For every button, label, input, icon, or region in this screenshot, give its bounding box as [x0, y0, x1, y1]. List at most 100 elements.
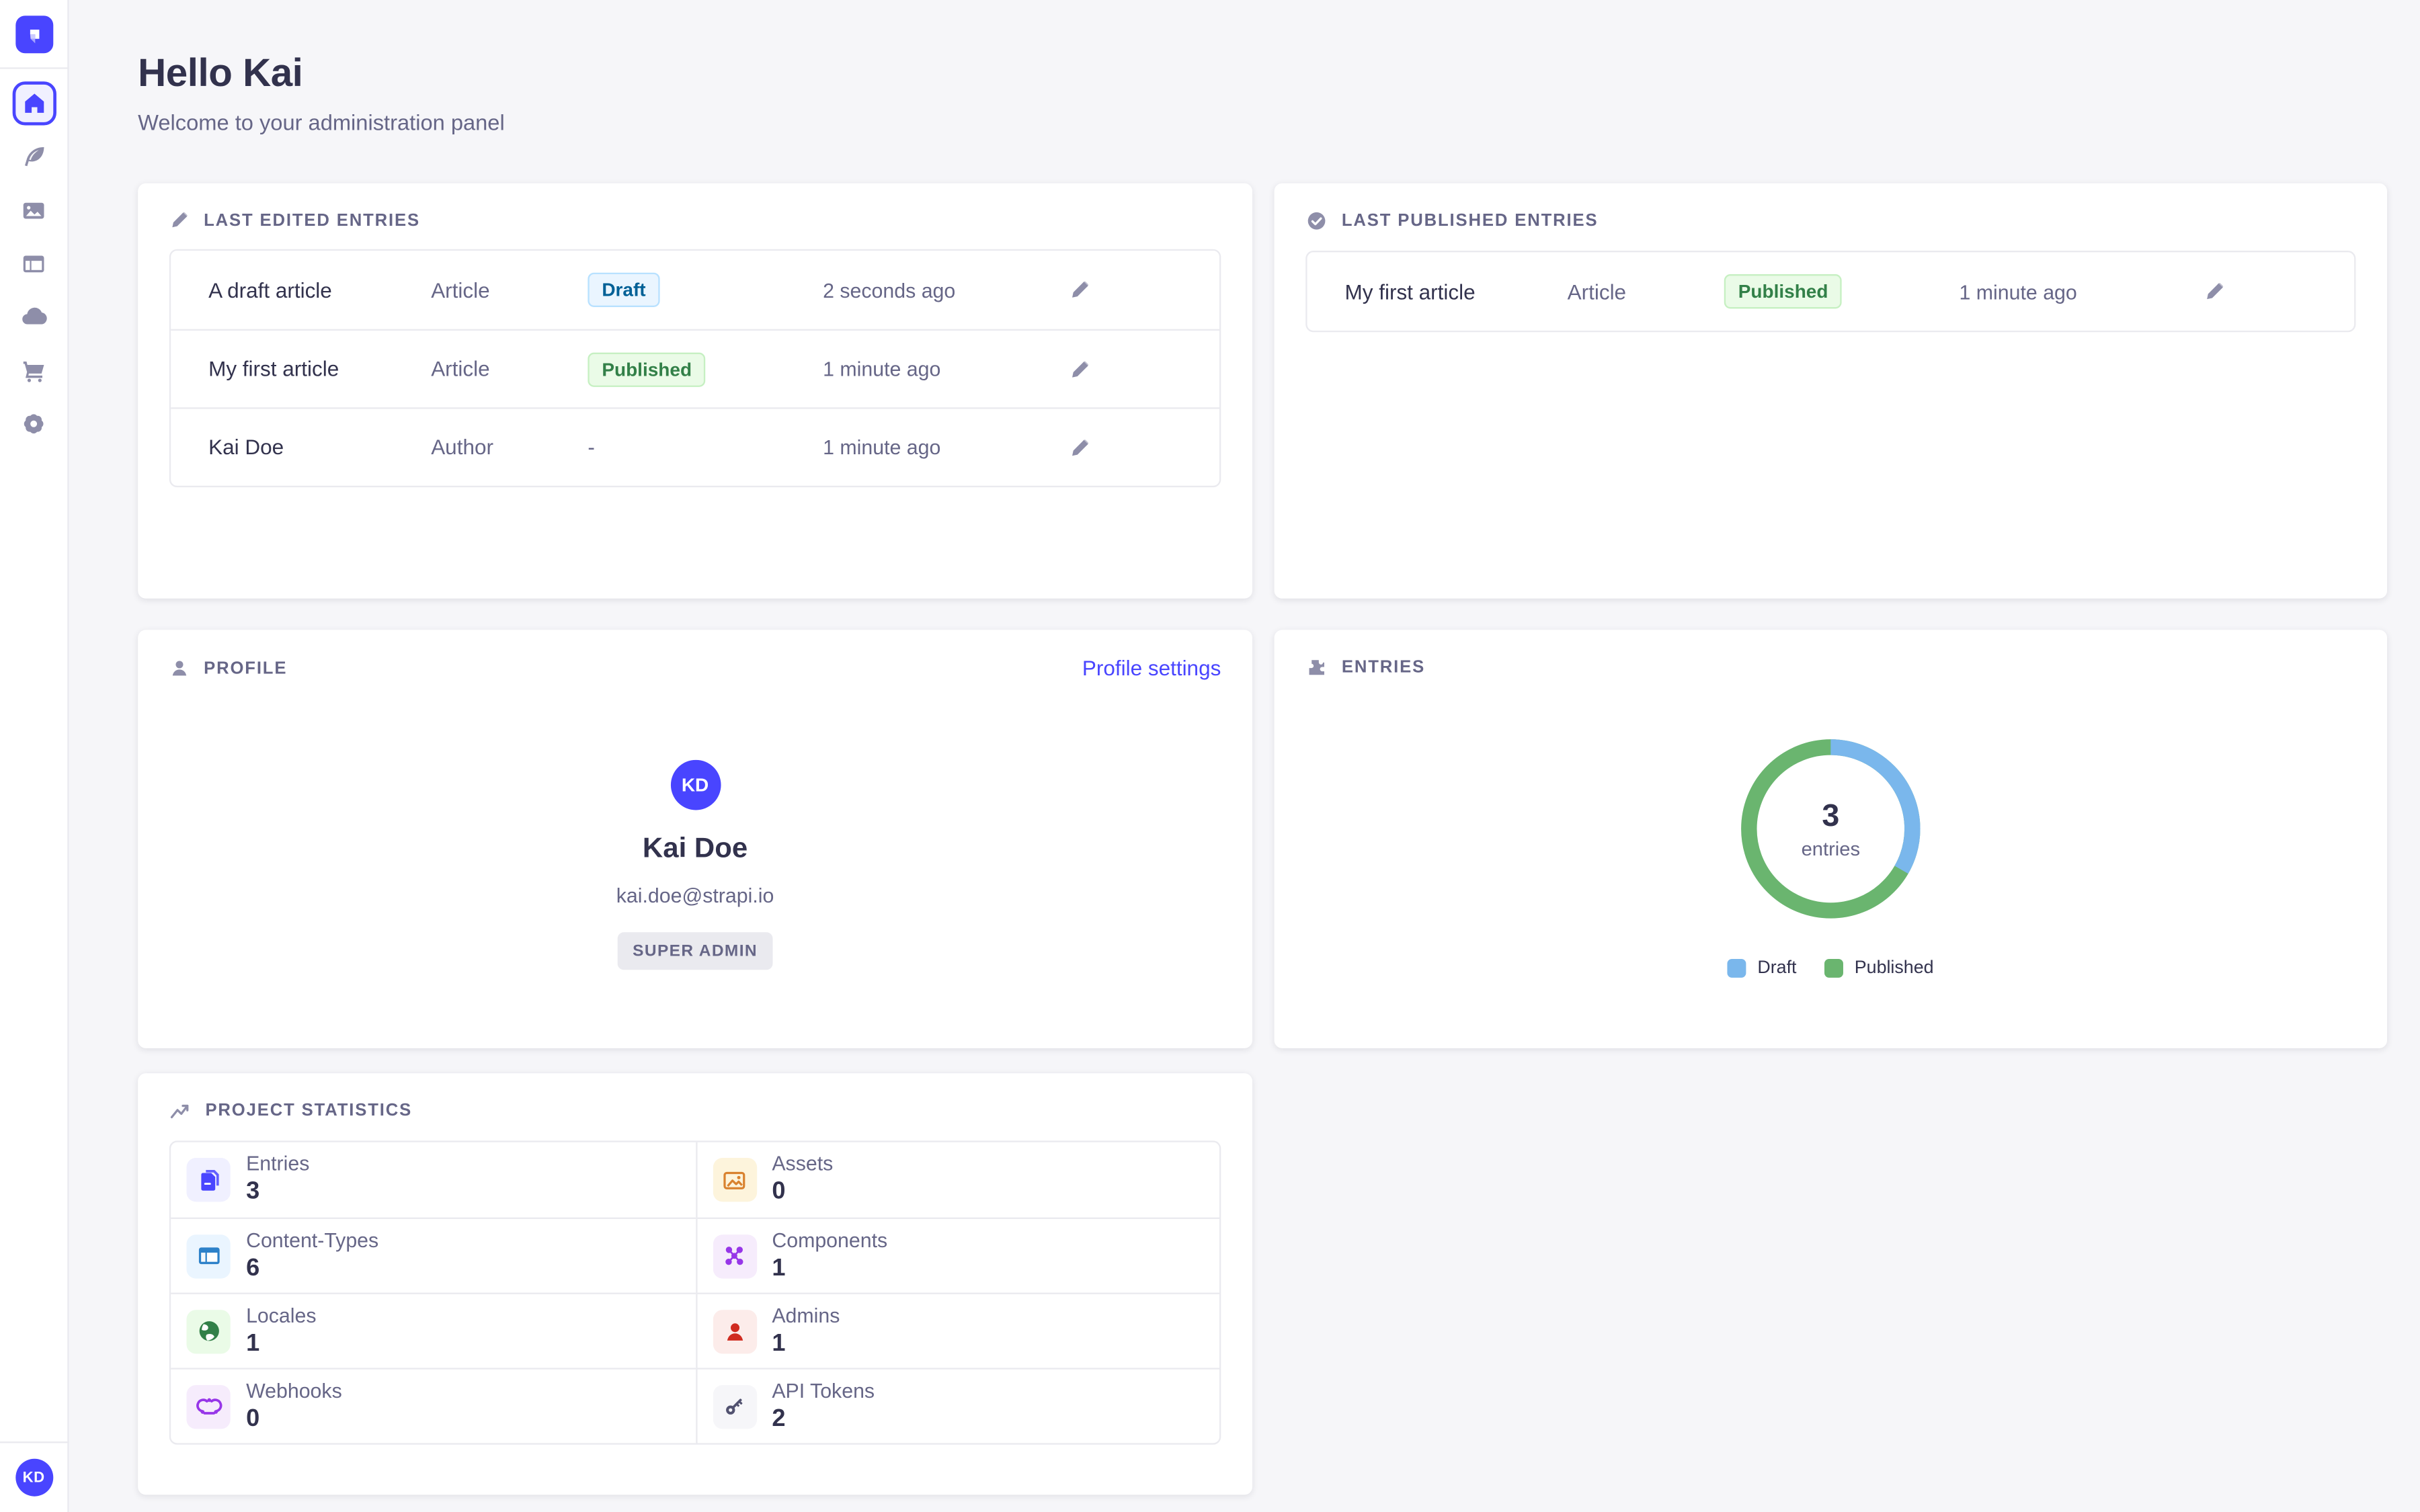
legend-item-draft: Draft	[1728, 958, 1797, 978]
nav-content-type-builder[interactable]	[11, 241, 55, 285]
nav-content-manager[interactable]	[11, 135, 55, 179]
stat-label: Locales	[246, 1303, 317, 1327]
nav-marketplace[interactable]	[11, 348, 55, 392]
last-edited-entries-card: LAST EDITED ENTRIES A draft article Arti…	[138, 183, 1252, 599]
stat-label: Content-Types	[246, 1228, 379, 1252]
chart-legend: Draft Published	[1728, 958, 1934, 978]
profile-email: kai.doe@strapi.io	[616, 884, 774, 908]
empty-column	[1275, 1073, 2387, 1495]
legend-swatch-published	[1824, 958, 1844, 978]
key-icon	[712, 1384, 757, 1429]
documents-icon	[186, 1158, 231, 1202]
entry-type: Article	[431, 278, 490, 302]
profile-name: Kai Doe	[642, 832, 748, 864]
stat-admins: Admins 1	[695, 1292, 1219, 1368]
status-badge: Published	[588, 351, 707, 386]
strapi-logo-icon	[15, 15, 53, 54]
entry-title-link[interactable]: A draft article	[208, 278, 332, 302]
stat-label: Components	[772, 1228, 888, 1252]
pencil-icon	[1072, 281, 1089, 298]
layout-icon	[20, 250, 47, 277]
stat-label: API Tokens	[772, 1378, 875, 1402]
nav-media-library[interactable]	[11, 188, 55, 232]
entry-type: Article	[431, 357, 490, 381]
trending-up-icon	[169, 1100, 192, 1122]
cloud-icon	[19, 302, 48, 331]
stat-value: 1	[772, 1329, 786, 1357]
edit-entry-button[interactable]	[1069, 279, 1219, 301]
layout-icon	[186, 1234, 231, 1278]
edit-entry-button[interactable]	[1069, 358, 1219, 380]
status-empty: -	[588, 435, 595, 458]
pencil-icon	[169, 210, 190, 230]
table-row: My first article Article Published 1 min…	[171, 329, 1219, 408]
donut-draft-segment	[1741, 739, 1921, 919]
entry-title-link[interactable]: Kai Doe	[208, 435, 284, 460]
donut-total: 3	[1822, 798, 1840, 833]
role-badge: SUPER ADMIN	[616, 932, 774, 970]
entry-time: 2 seconds ago	[823, 278, 956, 302]
page-title: Hello Kai	[138, 51, 303, 96]
nav-cloud[interactable]	[11, 294, 55, 338]
stat-value: 2	[772, 1404, 786, 1431]
status-badge: Published	[1724, 274, 1843, 309]
entries-chart-card: ENTRIES 3 entries	[1274, 630, 2388, 1048]
table-row: Kai Doe Author - 1 minute ago	[171, 407, 1219, 486]
puzzle-icon	[1305, 657, 1328, 679]
profile-avatar: KD	[670, 759, 721, 810]
user-avatar-menu[interactable]: KD	[15, 1458, 53, 1497]
home-icon	[21, 91, 46, 116]
legend-label: Draft	[1757, 958, 1797, 978]
nav-home[interactable]	[11, 81, 56, 126]
stat-locales: Locales 1	[171, 1292, 696, 1368]
profile-card: PROFILE Profile settings KD Kai Doe kai.…	[138, 630, 1252, 1048]
entry-type: Article	[1567, 280, 1627, 304]
card-title: PROFILE	[204, 659, 288, 678]
last-edited-table: A draft article Article Draft 2 seconds …	[169, 249, 1221, 488]
last-published-table: My first article Article Published 1 min…	[1305, 251, 2356, 333]
edit-entry-button[interactable]	[2204, 280, 2354, 302]
entry-time: 1 minute ago	[1959, 280, 2077, 304]
card-title: PROJECT STATISTICS	[205, 1101, 413, 1121]
donut-svg	[1741, 739, 1921, 919]
stat-content-types: Content-Types 6	[171, 1217, 696, 1293]
card-title: LAST PUBLISHED ENTRIES	[1341, 211, 1599, 230]
stat-webhooks: Webhooks 0	[171, 1368, 696, 1443]
card-title: ENTRIES	[1341, 658, 1426, 677]
sidebar-bottom: KD	[0, 1441, 69, 1512]
globe-icon	[186, 1309, 231, 1353]
component-molecule-icon	[712, 1234, 757, 1278]
nav-settings[interactable]	[11, 401, 55, 445]
stat-api-tokens: API Tokens 2	[695, 1368, 1219, 1443]
entries-donut-chart: 3 entries Draft Published	[1275, 698, 2387, 978]
webhook-icon	[186, 1384, 231, 1429]
main-content: Hello Kai Welcome to your administration…	[69, 0, 2420, 1512]
legend-label: Published	[1854, 958, 1934, 978]
pictures-icon	[712, 1158, 757, 1202]
stat-label: Admins	[772, 1303, 840, 1327]
sidebar-divider-top	[0, 67, 69, 69]
last-published-entries-card: LAST PUBLISHED ENTRIES My first article …	[1274, 183, 2388, 599]
page-subtitle: Welcome to your administration panel	[138, 110, 505, 135]
pencil-icon	[1072, 360, 1089, 377]
gear-icon	[20, 410, 47, 437]
entry-time: 1 minute ago	[823, 357, 941, 381]
table-row: My first article Article Published 1 min…	[1307, 252, 2355, 331]
entry-title-link[interactable]: My first article	[208, 357, 339, 381]
pencil-icon	[1072, 439, 1089, 456]
sidebar-nav	[11, 81, 56, 445]
stat-label: Webhooks	[246, 1378, 342, 1402]
stat-label: Assets	[772, 1152, 834, 1176]
legend-item-published: Published	[1824, 958, 1934, 978]
profile-settings-link[interactable]: Profile settings	[1082, 656, 1221, 680]
pencil-icon	[2207, 283, 2224, 300]
edit-entry-button[interactable]	[1069, 436, 1219, 458]
table-row: A draft article Article Draft 2 seconds …	[171, 251, 1219, 329]
card-title: LAST EDITED ENTRIES	[204, 210, 420, 230]
pictures-icon	[20, 197, 47, 224]
stat-value: 1	[246, 1329, 260, 1357]
stat-assets: Assets 0	[695, 1142, 1219, 1218]
check-circle-icon	[1305, 210, 1328, 232]
entry-title-link[interactable]: My first article	[1344, 280, 1476, 304]
